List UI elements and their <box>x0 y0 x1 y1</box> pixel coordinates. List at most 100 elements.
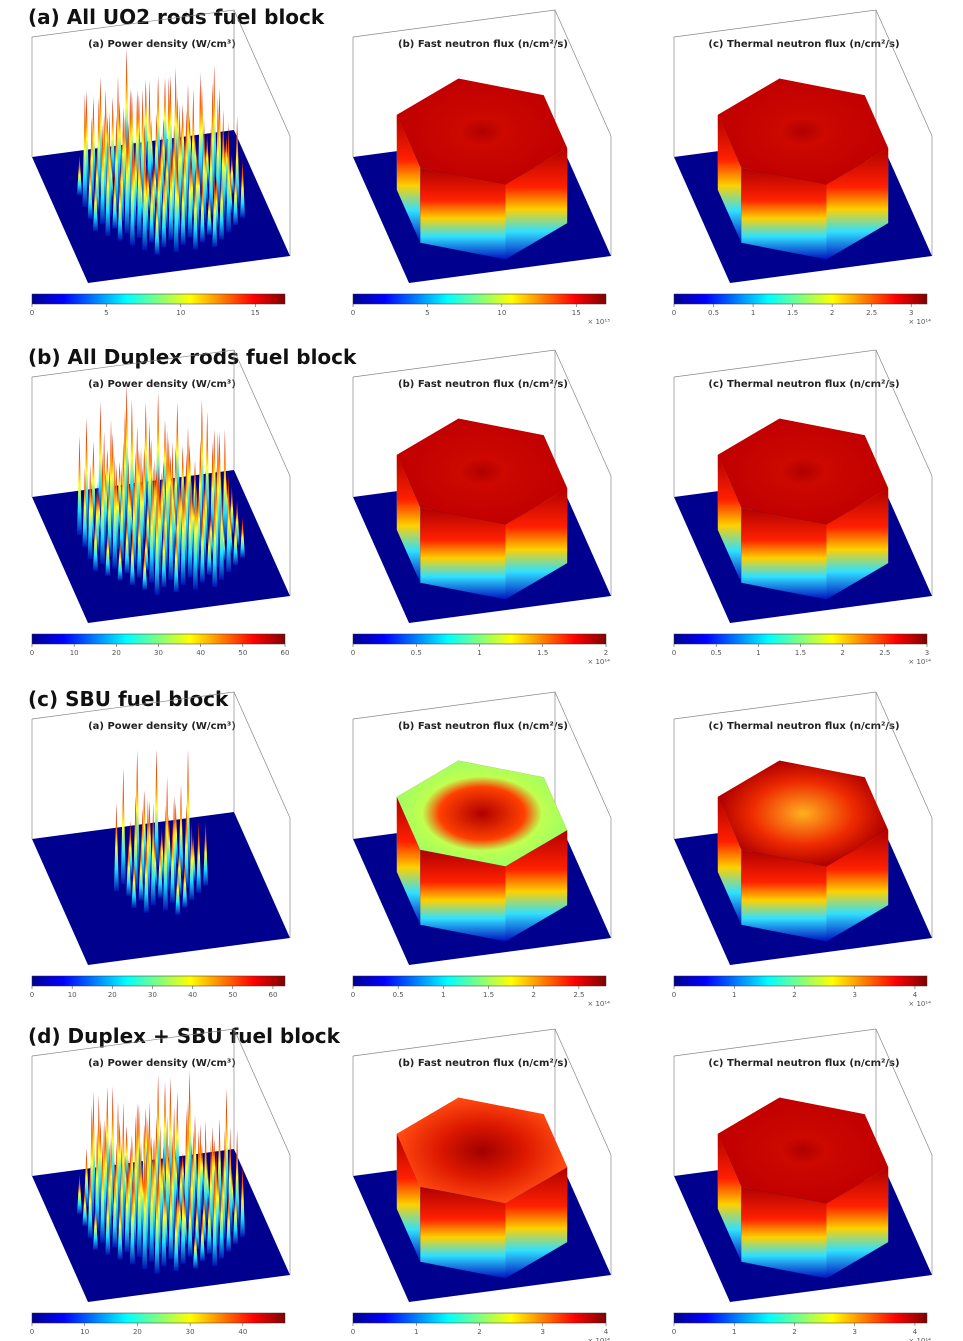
power-spike <box>196 819 202 893</box>
colorbar-tick-label: 1 <box>477 649 481 657</box>
axis-frame <box>352 9 612 137</box>
colorbar-tick-label: 2 <box>531 991 535 999</box>
power-spike <box>129 527 135 586</box>
power-spike <box>168 1164 174 1260</box>
power-spike <box>157 839 163 899</box>
colorbar-multiplier: × 10¹⁴ <box>908 658 931 666</box>
panel: (b) Fast neutron flux (n/cm²/s) 0 0.5 1 1.5 2… <box>351 691 612 1008</box>
power-spike <box>208 125 214 216</box>
power-spike <box>87 1165 93 1239</box>
colorbar-tick-label: 4 <box>604 1328 609 1336</box>
power-spike <box>192 1226 198 1269</box>
colorbar <box>352 293 607 305</box>
power-spike <box>100 1141 105 1243</box>
power-spike <box>124 1159 130 1253</box>
axis-frame <box>352 691 612 819</box>
axis-frame <box>673 349 933 477</box>
power-spike <box>105 1179 111 1255</box>
colorbar-tick-label: 0 <box>30 991 34 999</box>
power-spike <box>203 820 209 886</box>
power-spike <box>93 1202 98 1251</box>
power-spike <box>206 188 212 235</box>
colorbar-tick-label: 50 <box>228 991 237 999</box>
power-spike <box>149 1145 155 1262</box>
prism-side <box>505 488 568 600</box>
colorbar-tick-label: 0.5 <box>411 649 422 657</box>
power-spike <box>240 517 245 558</box>
power-spike <box>203 1120 209 1223</box>
power-spike <box>192 168 198 250</box>
prism-side <box>505 830 568 942</box>
power-spike <box>97 401 103 514</box>
power-spike <box>168 481 174 581</box>
colorbar-tick-label: 15 <box>572 309 581 317</box>
panel-title: (b) Fast neutron flux (n/cm²/s) <box>398 39 568 50</box>
power-spike <box>136 125 142 238</box>
power-spike <box>183 803 189 889</box>
colorbar-multiplier: × 10¹³ <box>587 318 610 326</box>
power-spike <box>189 821 195 901</box>
colorbar-tick-label: 2 <box>477 1328 481 1336</box>
colorbar-tick-label: 10 <box>68 991 77 999</box>
power-spike <box>138 841 144 901</box>
power-spike <box>126 840 132 896</box>
power-spike <box>219 473 225 580</box>
colorbar-multiplier: × 10¹⁴ <box>908 1337 931 1341</box>
panel: (c) Thermal neutron flux (n/cm²/s) 0 0.5 1 1… <box>672 349 933 666</box>
colorbar-tick-label: 20 <box>112 649 121 657</box>
power-spike <box>149 168 155 243</box>
colorbar-multiplier: × 10¹⁴ <box>587 1000 610 1008</box>
prism-side <box>396 1133 421 1262</box>
power-spike <box>112 1161 118 1248</box>
power-spike <box>117 538 123 581</box>
power-spike <box>105 135 111 236</box>
power-spike <box>199 174 205 243</box>
prism-side <box>396 114 421 243</box>
prism-side <box>396 796 421 925</box>
colorbar <box>673 633 928 645</box>
panel-title: (b) Fast neutron flux (n/cm²/s) <box>398 379 568 390</box>
prism-side <box>420 849 506 942</box>
power-spike <box>183 1109 189 1226</box>
colorbar-tick-label: 1.5 <box>795 649 806 657</box>
colorbar-multiplier: × 10¹⁴ <box>587 658 610 666</box>
colorbar-tick-label: 3 <box>852 1328 856 1336</box>
panel-title: (c) Thermal neutron flux (n/cm²/s) <box>708 721 899 732</box>
colorbar-tick-label: 2 <box>792 1328 796 1336</box>
prism-side <box>741 1186 827 1279</box>
power-spike <box>192 473 198 590</box>
colorbar-tick-label: 1 <box>414 1328 418 1336</box>
power-spike <box>87 464 93 560</box>
colorbar-tick-label: 1 <box>756 649 760 657</box>
colorbar-tick-label: 0 <box>672 991 676 999</box>
prism-top <box>717 418 889 525</box>
power-spike <box>161 1169 167 1267</box>
axis-frame <box>673 691 933 819</box>
colorbar-tick-label: 0 <box>672 1328 676 1336</box>
panel: (a) Power density (W/cm³) 0 10 20 30 40 50 60 <box>30 691 291 999</box>
power-spike <box>180 1169 186 1264</box>
panel-title: (b) Fast neutron flux (n/cm²/s) <box>398 721 568 732</box>
prism-side <box>505 148 568 260</box>
power-spike <box>142 1151 148 1269</box>
power-spike <box>222 429 228 542</box>
power-spike <box>197 72 203 192</box>
panel-title: (a) Power density (W/cm³) <box>88 1058 236 1069</box>
panel: (c) Thermal neutron flux (n/cm²/s) 0 1 2 3 4×… <box>672 1028 933 1341</box>
colorbar-tick-label: 10 <box>176 309 185 317</box>
prism-side <box>396 454 421 583</box>
colorbar-tick-label: 1 <box>441 991 445 999</box>
power-spike <box>154 191 160 255</box>
prism-side <box>826 488 889 600</box>
prism-side <box>717 796 742 925</box>
colorbar-multiplier: × 10¹⁴ <box>908 318 931 326</box>
colorbar <box>31 975 286 987</box>
prism-top <box>717 1097 889 1204</box>
panel: (b) Fast neutron flux (n/cm²/s) 0 0.5 1 1.5 2… <box>351 349 612 666</box>
panel: (a) Power density (W/cm³) 0 10 20 30 40 50 60 <box>30 349 291 657</box>
power-spike <box>147 79 152 193</box>
colorbar-tick-label: 60 <box>268 991 277 999</box>
colorbar-tick-label: 3 <box>852 991 856 999</box>
power-spike <box>180 162 186 245</box>
power-spike <box>212 1168 218 1266</box>
